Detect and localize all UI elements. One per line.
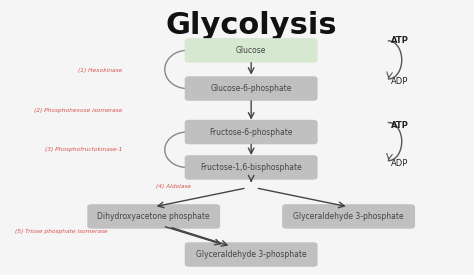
FancyBboxPatch shape bbox=[185, 155, 318, 180]
FancyBboxPatch shape bbox=[185, 120, 318, 144]
Text: ADP: ADP bbox=[391, 159, 408, 168]
FancyBboxPatch shape bbox=[185, 76, 318, 101]
Text: Fructose-1,6-bisphosphate: Fructose-1,6-bisphosphate bbox=[201, 163, 302, 172]
Text: Dihydroxyacetone phosphate: Dihydroxyacetone phosphate bbox=[98, 212, 210, 221]
Text: Fructose-6-phosphate: Fructose-6-phosphate bbox=[210, 128, 293, 137]
FancyBboxPatch shape bbox=[282, 204, 415, 229]
Text: ATP: ATP bbox=[391, 121, 409, 130]
Text: (1) Hexokinase: (1) Hexokinase bbox=[79, 68, 123, 73]
Text: Glucose-6-phosphate: Glucose-6-phosphate bbox=[210, 84, 292, 93]
Text: (3) Phosphofructokinase-1: (3) Phosphofructokinase-1 bbox=[46, 147, 123, 152]
Text: Glycolysis: Glycolysis bbox=[165, 11, 337, 40]
Text: ADP: ADP bbox=[391, 77, 408, 86]
FancyBboxPatch shape bbox=[185, 38, 318, 63]
Text: ATP: ATP bbox=[391, 36, 409, 45]
Text: Glyceraldehyde 3-phosphate: Glyceraldehyde 3-phosphate bbox=[196, 250, 307, 259]
Text: (2) Phosphohexose isomerase: (2) Phosphohexose isomerase bbox=[34, 108, 123, 113]
FancyBboxPatch shape bbox=[185, 242, 318, 267]
Text: Glucose: Glucose bbox=[236, 46, 266, 55]
Text: (4) Aldolase: (4) Aldolase bbox=[156, 184, 191, 189]
Text: Glyceraldehyde 3-phosphate: Glyceraldehyde 3-phosphate bbox=[293, 212, 404, 221]
FancyBboxPatch shape bbox=[87, 204, 220, 229]
Text: (5) Triose phosphate isomerase: (5) Triose phosphate isomerase bbox=[15, 229, 107, 234]
